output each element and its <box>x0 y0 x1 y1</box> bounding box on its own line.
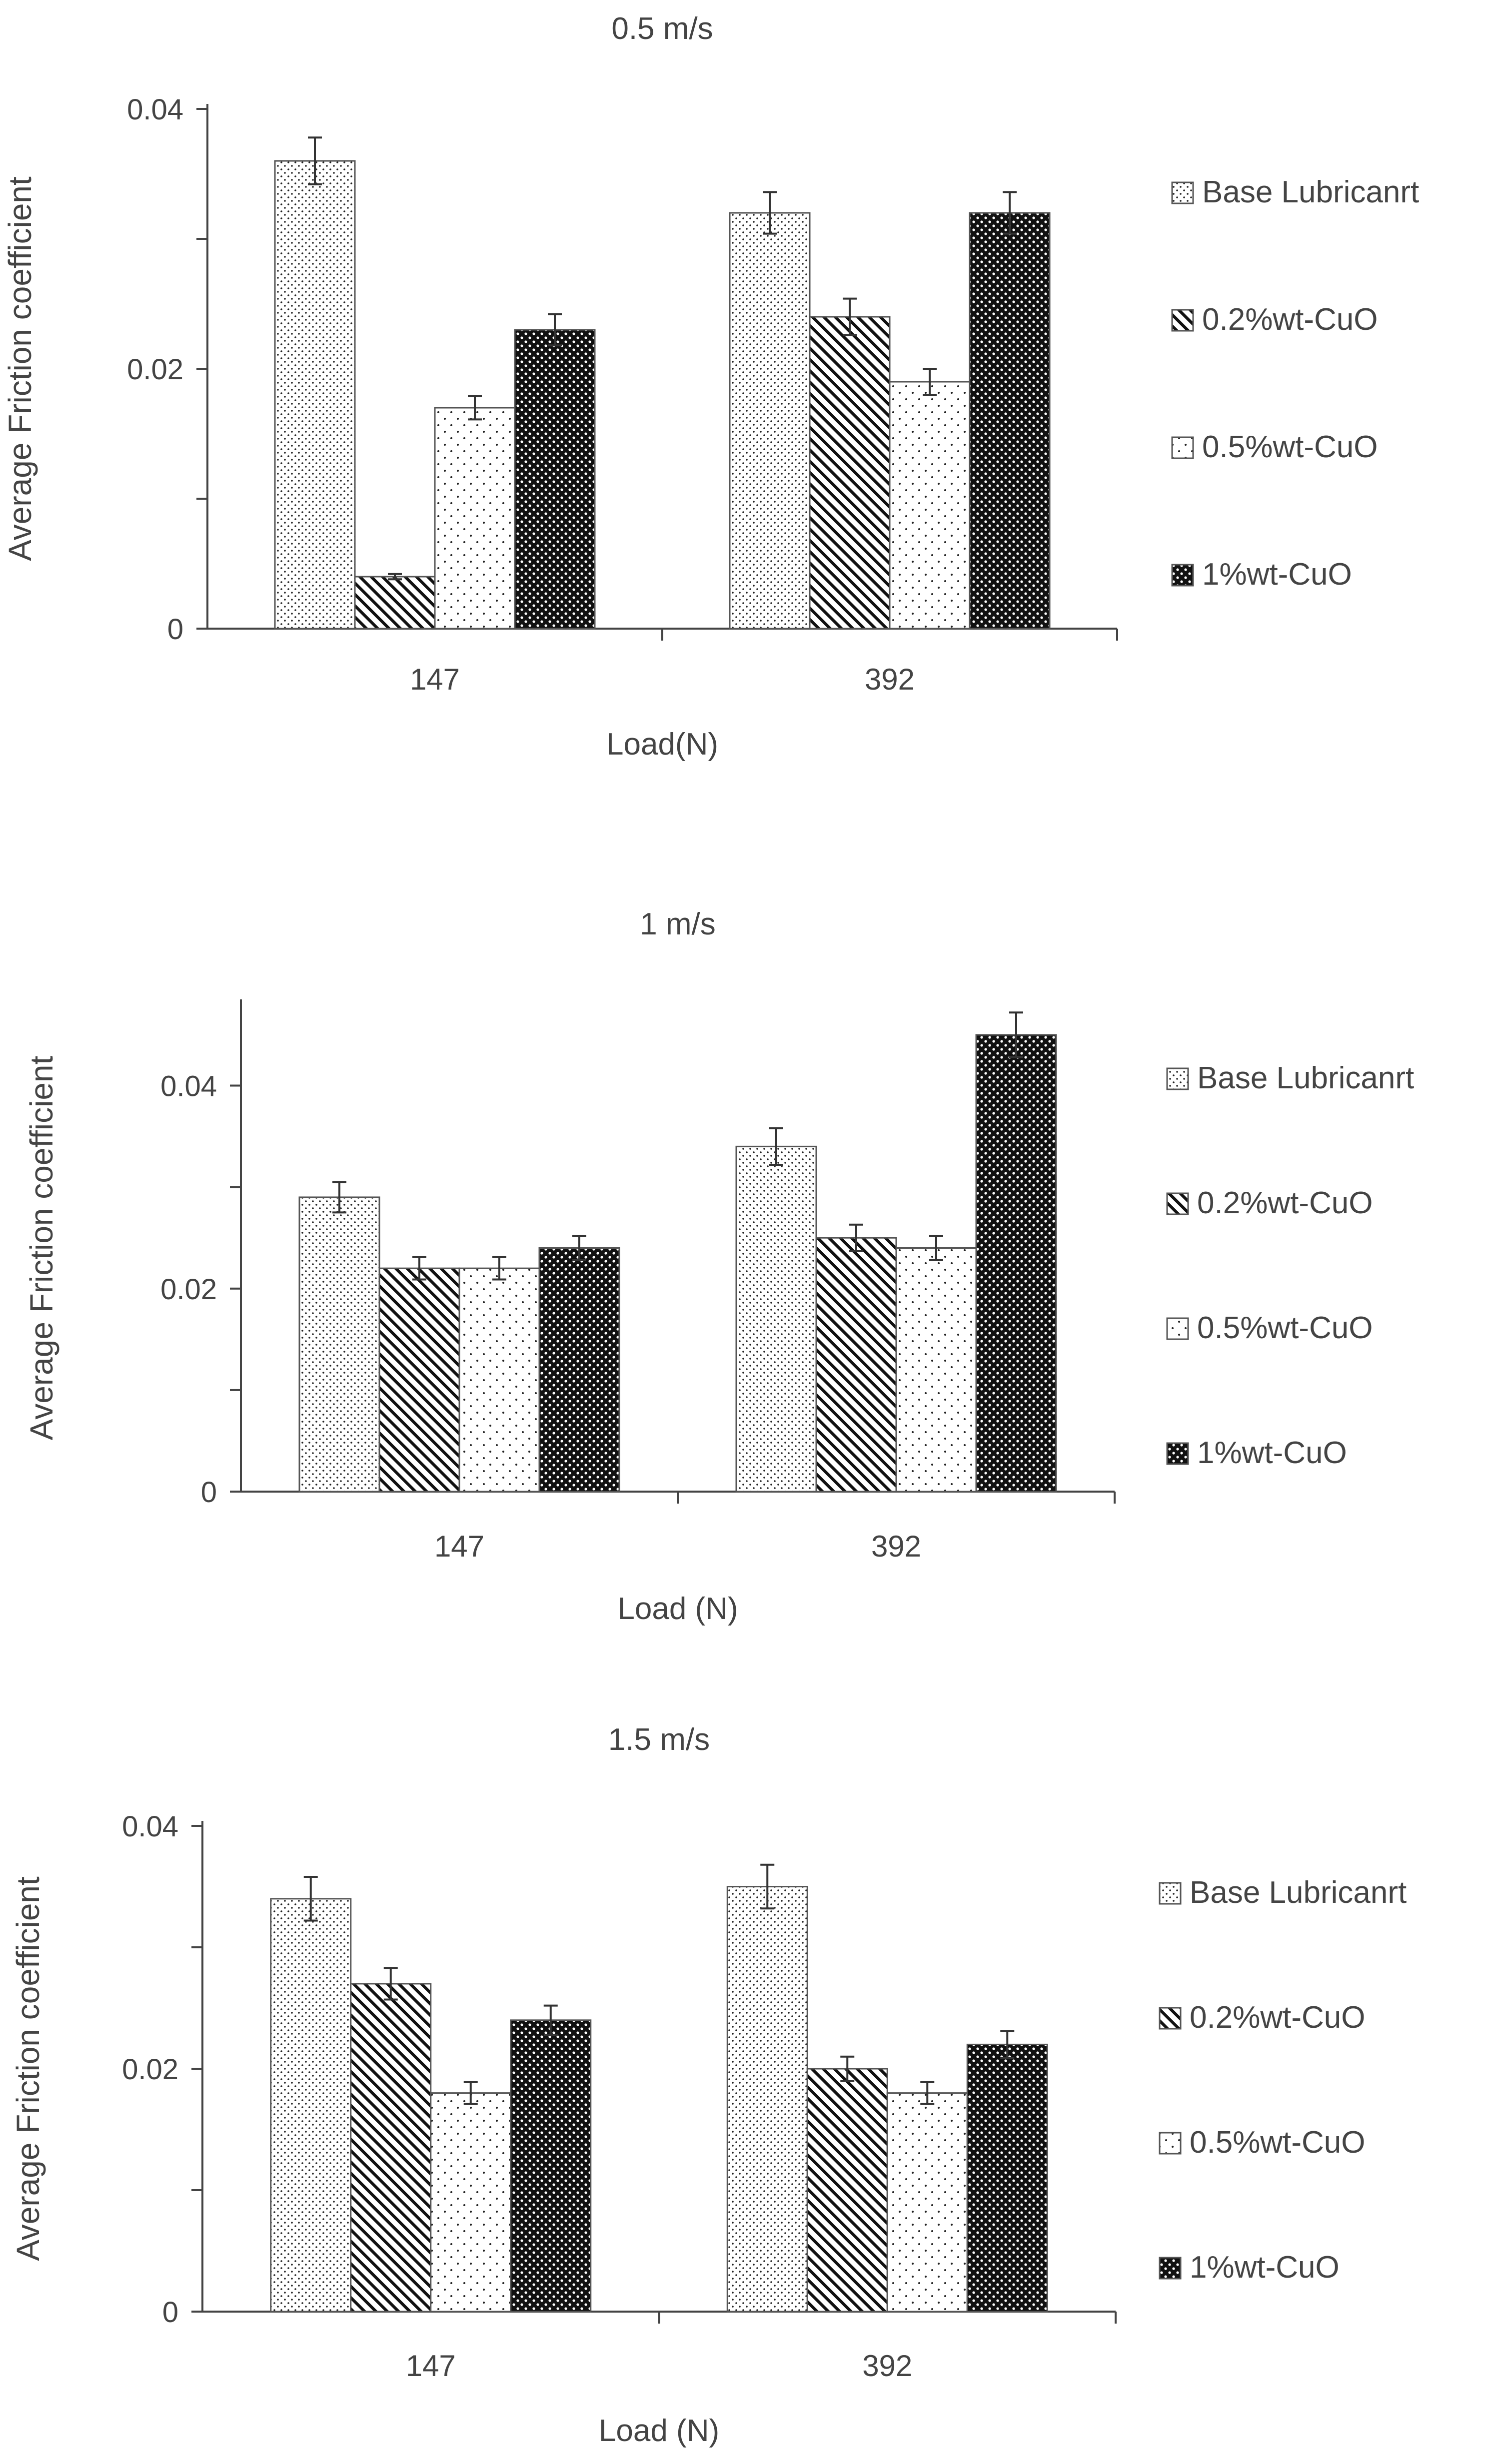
bar-base-lubricant-392 <box>726 1886 808 2313</box>
legend-swatch <box>1159 1882 1182 1905</box>
y-tick-label: 0.04 <box>127 93 183 126</box>
bar-0-5-wt-cuo-392 <box>886 2092 968 2313</box>
legend-label: 0.2%wt-CuO <box>1197 1186 1373 1220</box>
y-tick-label: 0 <box>167 613 183 646</box>
bar-0-2-wt-cuo-147 <box>350 1983 432 2313</box>
y-tick-label: 0 <box>201 1476 217 1509</box>
bar-0-2-wt-cuo-147 <box>378 1267 460 1493</box>
bar-1-wt-cuo-392 <box>966 2043 1048 2313</box>
chart-panel-3: 1.5 m/s 0 0.02 0.04 147 392 Load (N) Average Fr… <box>10 1722 1407 2448</box>
chart-panel-2: 1 m/s 0 0.02 0.04 147 392 Load (N) Average Fric… <box>23 907 1414 1626</box>
legend-base-lubricant: Base Lubricanrt <box>1171 175 1419 209</box>
y-tick-label: 0 <box>162 2296 178 2329</box>
x-tick-label: 392 <box>862 2349 912 2383</box>
y-axis-title: Average Friction coefficient <box>10 1876 46 2261</box>
legend-0-5-wt-cuo: 0.5%wt-CuO <box>1171 430 1378 464</box>
bar-0-5-wt-cuo-147 <box>430 2092 512 2313</box>
legend-swatch <box>1171 436 1194 459</box>
bar-1-wt-cuo-147 <box>510 2019 592 2313</box>
y-tick-label: 0.04 <box>122 1810 178 1843</box>
bar-0-2-wt-cuo-392 <box>815 1237 897 1493</box>
legend-0-2-wt-cuo: 0.2%wt-CuO <box>1159 2000 1365 2035</box>
legend-label: Base Lubricanrt <box>1190 1875 1407 1910</box>
bar-0-5-wt-cuo-147 <box>434 407 516 630</box>
chart-title: 1 m/s <box>640 907 716 941</box>
legend-0-2-wt-cuo: 0.2%wt-CuO <box>1171 302 1378 337</box>
legend-label: 0.5%wt-CuO <box>1202 430 1378 464</box>
legend-swatch <box>1171 181 1194 204</box>
bar-0-5-wt-cuo-392 <box>895 1247 977 1493</box>
legend-label: 1%wt-CuO <box>1197 1436 1347 1470</box>
chart-panel-1: 0.5 m/s 0 0.02 0.04 147 392 Load(N) Average Fri… <box>2 11 1419 762</box>
legend-label: 0.2%wt-CuO <box>1190 2000 1365 2035</box>
x-tick-label: 147 <box>410 663 460 696</box>
legend-label: 1%wt-CuO <box>1190 2250 1340 2285</box>
legend-base-lubricant: Base Lubricanrt <box>1166 1061 1414 1095</box>
bar-1-wt-cuo-392 <box>975 1034 1057 1493</box>
legend-label: Base Lubricanrt <box>1197 1061 1414 1095</box>
x-tick-label: 147 <box>434 1530 484 1563</box>
legend-0-5-wt-cuo: 0.5%wt-CuO <box>1159 2125 1365 2160</box>
legend-swatch <box>1166 1317 1189 1340</box>
legend-swatch <box>1159 2132 1182 2155</box>
legend-swatch <box>1171 564 1194 587</box>
legend-swatch <box>1159 2007 1182 2030</box>
y-tick-label: 0.02 <box>122 2053 178 2086</box>
chart-title: 0.5 m/s <box>611 11 713 46</box>
legend-label: 0.2%wt-CuO <box>1202 302 1378 337</box>
legend-swatch <box>1166 1442 1189 1465</box>
x-axis-title: Load(N) <box>606 727 718 762</box>
bar-0-5-wt-cuo-392 <box>889 381 971 630</box>
bar-0-2-wt-cuo-147 <box>354 576 436 630</box>
y-axis-title: Average Friction coefficient <box>2 176 38 561</box>
bar-base-lubricant-392 <box>729 212 811 630</box>
bar-0-5-wt-cuo-147 <box>458 1267 540 1493</box>
y-tick-label: 0.02 <box>127 353 183 386</box>
bar-0-2-wt-cuo-392 <box>806 2068 888 2313</box>
y-tick-label: 0.04 <box>160 1070 217 1103</box>
x-tick-label: 392 <box>871 1530 921 1563</box>
x-tick-label: 392 <box>865 663 915 696</box>
bar-base-lubricant-392 <box>735 1145 817 1493</box>
legend-label: 0.5%wt-CuO <box>1197 1311 1373 1345</box>
legend-0-2-wt-cuo: 0.2%wt-CuO <box>1166 1186 1373 1220</box>
legend-base-lubricant: Base Lubricanrt <box>1159 1875 1407 1910</box>
bar-1-wt-cuo-392 <box>969 212 1051 630</box>
legend-1-wt-cuo: 1%wt-CuO <box>1166 1436 1347 1470</box>
y-tick-label: 0.02 <box>160 1273 217 1306</box>
bar-base-lubricant-147 <box>274 160 356 630</box>
legend-swatch <box>1159 2257 1182 2280</box>
legend-swatch <box>1166 1067 1189 1090</box>
legend-label: Base Lubricanrt <box>1202 175 1419 209</box>
legend-swatch <box>1166 1192 1189 1215</box>
legend-swatch <box>1171 309 1194 332</box>
bar-1-wt-cuo-147 <box>514 329 596 630</box>
x-axis-title: Load (N) <box>617 1592 738 1626</box>
legend-0-5-wt-cuo: 0.5%wt-CuO <box>1166 1311 1373 1345</box>
x-axis-title: Load (N) <box>599 2414 719 2448</box>
bar-1-wt-cuo-147 <box>538 1247 620 1493</box>
y-axis-title: Average Friction coefficient <box>23 1055 59 1440</box>
bar-base-lubricant-147 <box>270 1898 352 2313</box>
legend-label: 0.5%wt-CuO <box>1190 2125 1365 2160</box>
legend-1-wt-cuo: 1%wt-CuO <box>1171 557 1352 592</box>
bar-base-lubricant-147 <box>298 1196 380 1493</box>
x-tick-label: 147 <box>406 2349 456 2383</box>
chart-title: 1.5 m/s <box>608 1722 710 1757</box>
legend-label: 1%wt-CuO <box>1202 557 1352 592</box>
bar-0-2-wt-cuo-392 <box>809 316 891 630</box>
legend-1-wt-cuo: 1%wt-CuO <box>1159 2250 1340 2285</box>
